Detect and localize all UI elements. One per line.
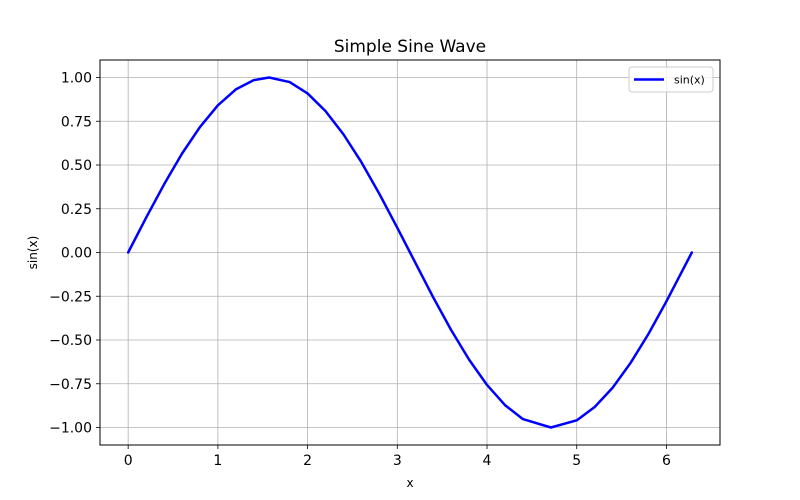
legend-entry-label: sin(x) — [674, 74, 705, 87]
y-tick-label: −1.00 — [49, 421, 92, 437]
series-layer — [126, 76, 694, 429]
y-tick-label: 0.50 — [61, 158, 92, 174]
legend-box — [628, 66, 714, 93]
y-tick-label: 0.75 — [61, 114, 92, 130]
legend: sin(x) — [628, 66, 714, 93]
y-tick-label: −0.50 — [49, 333, 92, 349]
x-axis-label: x — [406, 476, 413, 490]
y-axis-label: sin(x) — [26, 236, 40, 270]
y-tick-label: −0.25 — [49, 289, 92, 305]
x-tick-label: 2 — [303, 453, 312, 469]
y-axis-ticks: −1.00 −0.75 −0.50 −0.25 0.00 0.25 0.50 0.75 1.00 — [49, 71, 100, 437]
x-tick-label: 6 — [662, 453, 671, 469]
y-tick-label: 1.00 — [61, 71, 92, 87]
y-tick-label: −0.75 — [49, 377, 92, 393]
x-tick-label: 1 — [213, 453, 222, 469]
sine-series-line — [126, 76, 694, 429]
x-tick-label: 0 — [124, 453, 133, 469]
x-tick-label: 4 — [483, 453, 492, 469]
x-axis-ticks: 0 1 2 3 4 5 6 — [124, 445, 671, 469]
chart-title: Simple Sine Wave — [334, 37, 486, 57]
x-tick-label: 5 — [572, 453, 581, 469]
grid-lines — [100, 60, 720, 445]
x-tick-label: 3 — [393, 453, 402, 469]
y-tick-label: 0.25 — [61, 202, 92, 218]
y-tick-label: 0.00 — [61, 246, 92, 262]
